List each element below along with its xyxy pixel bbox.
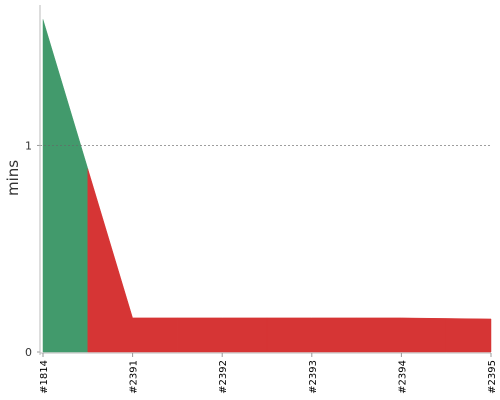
y-tick-label: 1: [25, 139, 32, 152]
area-segment: [87, 168, 178, 353]
y-axis-label: mins: [4, 160, 22, 196]
area-segment: [177, 317, 268, 353]
x-tick-label: #2393: [308, 360, 319, 394]
area-segment: [266, 317, 357, 353]
x-tick-label: #2394: [397, 360, 408, 394]
area-segment: [356, 317, 447, 353]
area-segment: [445, 318, 492, 353]
x-tick-label: #1814: [39, 360, 50, 394]
y-tick-label: 0: [25, 346, 32, 359]
x-tick-label: #2395: [487, 360, 498, 394]
area-segment: [42, 19, 89, 353]
x-tick-label: #2391: [129, 360, 140, 394]
x-tick-label: #2392: [218, 360, 229, 394]
